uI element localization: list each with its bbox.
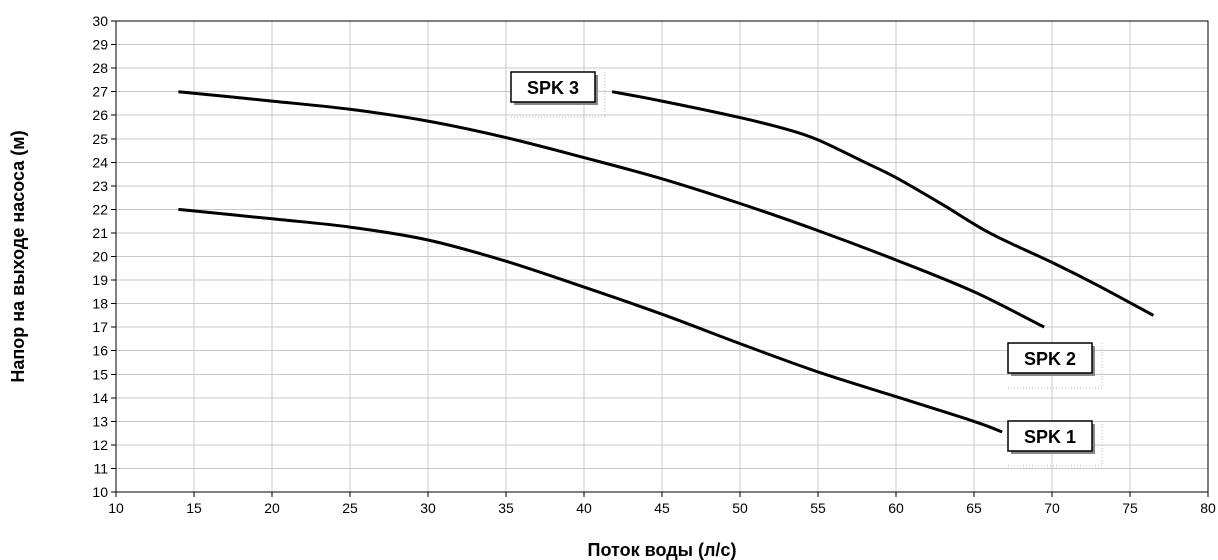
y-tick-label: 12 <box>92 437 108 453</box>
label-box <box>1007 420 1093 452</box>
y-tick-label: 15 <box>92 366 108 382</box>
y-tick-label: 14 <box>92 390 108 406</box>
y-tick-label: 22 <box>92 201 108 217</box>
x-tick-label: 50 <box>732 500 748 516</box>
x-tick-label: 40 <box>576 500 592 516</box>
x-tick-label: 15 <box>186 500 202 516</box>
x-tick-label: 70 <box>1044 500 1060 516</box>
y-tick-label: 20 <box>92 249 108 265</box>
y-tick-label: 16 <box>92 343 108 359</box>
x-tick-label: 35 <box>498 500 514 516</box>
series-labels: SPK 1 SPK 2 SPK 3 <box>510 71 1103 467</box>
y-tick-label: 11 <box>93 460 108 476</box>
y-axis-title: Напор на выходе насоса (м) <box>8 130 28 382</box>
y-tick-label: 25 <box>92 131 108 147</box>
x-tick-label: 65 <box>966 500 982 516</box>
y-tick-label: 26 <box>92 107 108 123</box>
y-tick-label: 17 <box>92 319 108 335</box>
series-label-spk-2: SPK 2 <box>1007 342 1103 389</box>
x-tick-label: 80 <box>1200 500 1216 516</box>
series-label-spk-1: SPK 1 <box>1007 420 1103 467</box>
y-tick-label: 29 <box>92 37 108 53</box>
y-tick-label: 30 <box>92 13 108 29</box>
x-tick-label: 55 <box>810 500 826 516</box>
series-line-spk-2 <box>178 90 1045 329</box>
y-tick-label: 23 <box>92 178 108 194</box>
series-label-text: SPK 2 <box>1024 349 1076 369</box>
series-label-text: SPK 3 <box>527 78 579 98</box>
series-label-spk-3: SPK 3 <box>510 71 606 118</box>
x-tick-label: 75 <box>1122 500 1138 516</box>
x-tick-label: 45 <box>654 500 670 516</box>
y-tick-label: 19 <box>92 272 108 288</box>
y-tick-label: 27 <box>92 84 108 100</box>
x-tick-label: 25 <box>342 500 358 516</box>
series-line-spk-3 <box>611 90 1155 317</box>
y-tick-label: 18 <box>92 296 108 312</box>
label-box <box>1007 342 1093 374</box>
y-tick-label: 13 <box>92 413 108 429</box>
x-tick-label: 20 <box>264 500 280 516</box>
y-tick-label: 24 <box>92 154 108 170</box>
y-tick-label: 10 <box>92 484 108 500</box>
x-axis-title: Поток воды (л/с) <box>588 540 737 560</box>
label-box <box>510 71 596 103</box>
y-tick-label: 28 <box>92 60 108 76</box>
x-tick-label: 10 <box>108 500 124 516</box>
series-lines <box>178 90 1155 434</box>
y-tick-label: 21 <box>92 225 108 241</box>
series-line-spk-1 <box>178 207 1003 434</box>
x-tick-label: 60 <box>888 500 904 516</box>
x-tick-label: 30 <box>420 500 436 516</box>
axis-ticks: 10 15 20 25 30 35 40 45 50 55 60 65 70 75 80 10 11 12 13 14… <box>92 13 1216 516</box>
series-label-text: SPK 1 <box>1024 427 1076 447</box>
